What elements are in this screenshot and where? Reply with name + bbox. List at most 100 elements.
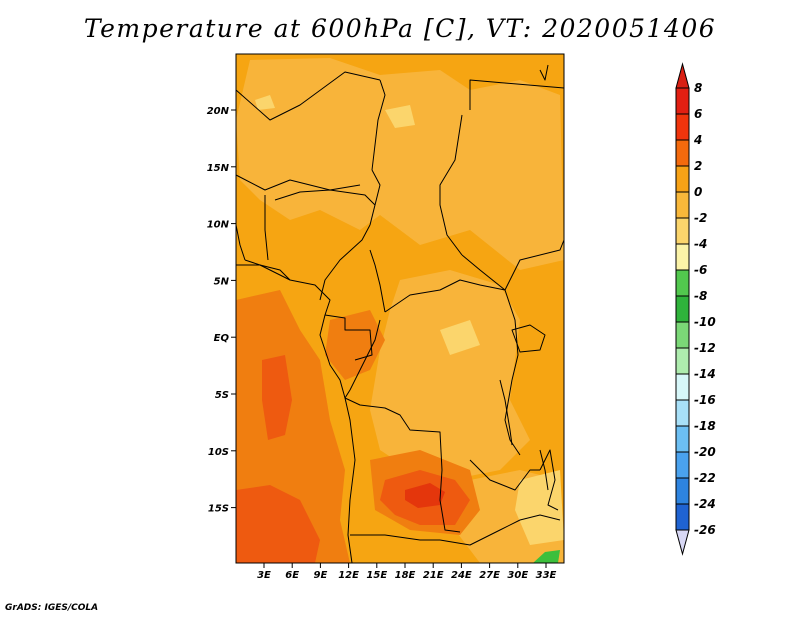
boundary-nigeria-cameroon [319, 224, 371, 301]
lon-tick-label: 18E [395, 570, 416, 581]
lat-tick-label: 20N [207, 106, 230, 117]
colorbar-bin [675, 243, 690, 271]
grads-credit: GrADS: IGES/COLA [5, 603, 99, 613]
boundary-south-sudan-east [504, 239, 565, 291]
colorbar-label: -8 [694, 289, 707, 303]
colorbar-bin [675, 269, 690, 297]
temperature-zone-pale-1 [385, 105, 415, 128]
coastline-lake-tanganyika [499, 379, 513, 446]
colorbar-bin [675, 373, 690, 401]
temperature-zone-0-2-north [236, 58, 564, 270]
lat-tick-label: 5N [214, 276, 230, 287]
colorbar-label: -22 [694, 471, 716, 485]
colorbar-label: 2 [694, 159, 702, 173]
temperature-field [236, 54, 564, 563]
lat-tick-label: 10S [208, 447, 229, 458]
temperature-zone-pale-4 [440, 320, 480, 355]
colorbar-label: 4 [693, 133, 702, 147]
lat-tick-label: EQ [214, 333, 230, 344]
colorbar-label: -10 [694, 315, 716, 329]
boundary-angola-north [344, 397, 443, 471]
colorbar: 8 6 4 2 0 -2 -4 -6 -8 -10 -12 -14 -16 -18 -20 -22 -24 -26 [675, 62, 716, 556]
colorbar-label: -12 [694, 341, 716, 355]
boundary-drc-tanzania [504, 379, 521, 456]
temperature-zone-pale-3 [515, 470, 564, 545]
colorbar-bin [675, 191, 690, 219]
boundary-drc-uganda [504, 289, 519, 381]
lon-tick-label: 33E [536, 570, 557, 581]
colorbar-bin [675, 139, 690, 167]
colorbar-label: -18 [694, 419, 716, 433]
colorbar-label: 0 [694, 185, 702, 199]
colorbar-bin [675, 503, 690, 531]
lat-tick-label: 10N [207, 220, 230, 231]
colorbar-bin [675, 113, 690, 141]
boundary-malawi-mozambique [539, 449, 559, 511]
country-boundaries [235, 64, 565, 564]
boundary-zambia-drc [469, 459, 540, 491]
colorbar-label: -24 [694, 497, 716, 511]
colorbar-bin [675, 477, 690, 505]
latitude-axis: 20N 15N 10N 5N EQ 5S 10S 15S [207, 106, 236, 515]
colorbar-bin [675, 321, 690, 349]
boundary-ghana-togo [236, 264, 291, 281]
boundary-angola-namibia [350, 534, 440, 541]
map-frame [235, 53, 565, 564]
colorbar-bin [675, 165, 690, 193]
colorbar-label: -16 [694, 393, 716, 407]
lat-tick-label: 15N [207, 163, 230, 174]
boundary-chad-sudan [439, 114, 463, 256]
lon-tick-label: 9E [314, 570, 328, 581]
boundary-egypt-sudan [469, 79, 565, 110]
boundary-sudan-car [461, 254, 506, 291]
colorbar-label: -6 [694, 263, 707, 277]
longitude-axis: 3E 6E 9E 12E 15E 18E 21E 24E 27E 30E 33E [257, 563, 557, 581]
lat-tick-label: 5S [215, 390, 229, 401]
colorbar-bin [675, 399, 690, 427]
lon-tick-label: 21E [423, 570, 444, 581]
lon-tick-label: 3E [257, 570, 271, 581]
colorbar-label: -20 [694, 445, 716, 459]
coastline-lake-victoria [511, 324, 546, 353]
colorbar-top-arrow [675, 62, 690, 89]
lon-tick-label: 12E [338, 570, 359, 581]
temperature-zone-2-4-gabon [325, 310, 385, 380]
chart-title: Temperature at 600hPa [C], VT: 202005140… [83, 14, 717, 43]
colorbar-label: 8 [694, 81, 702, 95]
boundary-zambia-south [439, 514, 561, 546]
temperature-zone-6-8 [405, 483, 445, 508]
lon-tick-label: 30E [507, 570, 528, 581]
colorbar-label: -2 [694, 211, 707, 225]
colorbar-bin [675, 295, 690, 323]
lon-tick-label: 27E [479, 570, 500, 581]
coastline-lake-malawi [539, 449, 549, 491]
boundary-benin [264, 195, 269, 261]
boundary-cameroon-car [369, 249, 386, 313]
boundary-nigeria-niger [274, 189, 376, 206]
colorbar-bin [675, 87, 690, 115]
colorbar-label: -26 [694, 523, 716, 537]
colorbar-label: 6 [694, 107, 702, 121]
coastline-east [539, 64, 549, 81]
colorbar-label: -4 [694, 237, 707, 251]
boundary-algeria-libya [235, 71, 381, 121]
colorbar-bin [675, 217, 690, 245]
temperature-zone-4-6-southwest [236, 485, 320, 563]
boundary-car-drc [384, 279, 506, 313]
boundary-niger-chad [369, 169, 381, 226]
boundary-west-coast [235, 224, 246, 261]
coastline-gulf [244, 259, 356, 564]
boundary-angola-zambia [439, 469, 461, 533]
temperature-zone-4-6-coast [262, 355, 292, 440]
temperature-zone-0-2-central [370, 270, 530, 480]
colorbar-bin [675, 451, 690, 479]
colorbar-bin [675, 347, 690, 375]
temperature-zone-pale-2 [255, 95, 275, 110]
boundary-gabon [324, 314, 373, 361]
colorbar-bin [675, 425, 690, 453]
colorbar-bottom-arrow [675, 529, 690, 556]
lon-tick-label: 15E [366, 570, 387, 581]
boundary-mali-niger [235, 174, 361, 191]
colorbar-label: -14 [694, 367, 716, 381]
